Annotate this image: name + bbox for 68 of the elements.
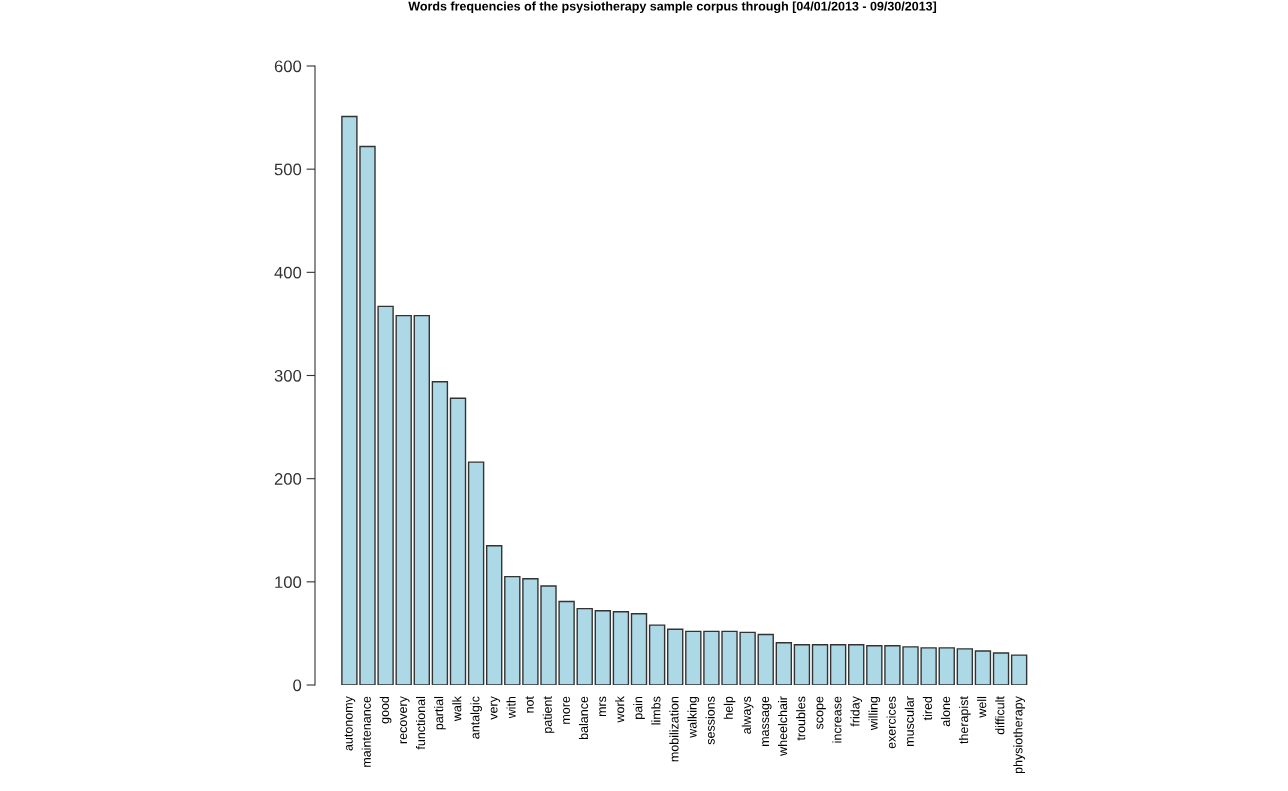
x-tick-label: walking bbox=[687, 696, 700, 738]
x-tick-label: mobilization bbox=[669, 696, 679, 762]
x-tick-label: maintenance bbox=[361, 696, 371, 767]
x-tick-label: troubles bbox=[796, 696, 806, 741]
x-tick-label: willing bbox=[868, 696, 881, 731]
y-tick-label: 400 bbox=[274, 266, 302, 279]
y-tick-label: 500 bbox=[274, 163, 302, 176]
x-tick-label: pain bbox=[633, 696, 645, 719]
x-tick-label: friday bbox=[850, 696, 863, 727]
bar bbox=[992, 652, 1010, 685]
x-tick-label: increase bbox=[832, 696, 842, 743]
chart-title: Words frequencies of the psysiotherapy sample corpus through [04/01/2013 - 09/30/2013] bbox=[408, 1, 937, 14]
x-tick-label: help bbox=[723, 696, 736, 719]
x-tick-label: limbs bbox=[651, 696, 661, 725]
x-tick-label: therapist bbox=[959, 696, 971, 744]
bar bbox=[1010, 654, 1028, 685]
x-tick-label: physiotherapy bbox=[1013, 696, 1025, 774]
bar bbox=[793, 644, 811, 685]
x-tick-label: recovery bbox=[400, 696, 410, 744]
bar bbox=[431, 380, 449, 685]
x-tick-label: very bbox=[490, 696, 501, 720]
y-tick-label: 200 bbox=[274, 473, 302, 485]
x-tick-label: good bbox=[379, 696, 392, 724]
x-tick-label: exercices bbox=[886, 696, 896, 749]
bar bbox=[630, 613, 648, 685]
x-tick-label: patient bbox=[542, 696, 555, 733]
x-tick-label: always bbox=[741, 696, 754, 734]
x-tick-label: antalgic bbox=[470, 696, 482, 739]
bar bbox=[485, 545, 503, 685]
y-tick-label: 300 bbox=[274, 369, 302, 382]
x-tick-label: mrs bbox=[599, 696, 607, 717]
x-tick-label: autonomy bbox=[344, 696, 356, 751]
x-tick-label: walk bbox=[452, 696, 462, 722]
x-tick-label: work bbox=[615, 696, 625, 723]
bar bbox=[775, 642, 793, 685]
bar bbox=[612, 611, 630, 685]
x-tick-label: well bbox=[977, 696, 987, 718]
bar bbox=[757, 633, 774, 685]
bar bbox=[811, 644, 829, 685]
x-tick-label: alone bbox=[940, 696, 951, 727]
bar bbox=[648, 624, 666, 685]
x-tick-label: balance bbox=[578, 696, 589, 740]
bar bbox=[413, 314, 431, 685]
x-tick-label: with bbox=[506, 696, 516, 719]
y-tick-label: 600 bbox=[274, 60, 302, 73]
x-tick-label: partial bbox=[434, 696, 446, 730]
bar bbox=[594, 610, 612, 685]
bar bbox=[449, 397, 467, 685]
x-tick-label: wheelchair bbox=[778, 696, 788, 756]
x-tick-label: scope bbox=[816, 696, 826, 730]
bar bbox=[848, 644, 865, 685]
x-tick-label: functional bbox=[415, 696, 426, 750]
y-tick-label: 0 bbox=[293, 679, 302, 692]
x-tick-label: more bbox=[563, 696, 570, 724]
bar bbox=[956, 648, 974, 685]
y-tick-label: 100 bbox=[275, 576, 302, 589]
x-tick-label: massage bbox=[762, 696, 772, 746]
bar bbox=[938, 647, 955, 685]
x-tick-label: not bbox=[525, 696, 534, 713]
bar bbox=[576, 607, 593, 685]
x-tick-label: muscular bbox=[904, 696, 914, 746]
x-tick-label: sessions bbox=[705, 696, 715, 745]
bar bbox=[974, 650, 992, 685]
x-tick-label: tired bbox=[922, 696, 932, 721]
bar bbox=[467, 461, 485, 685]
bar bbox=[829, 644, 847, 685]
bar bbox=[667, 628, 684, 685]
x-tick-label: difficult bbox=[995, 696, 1005, 735]
